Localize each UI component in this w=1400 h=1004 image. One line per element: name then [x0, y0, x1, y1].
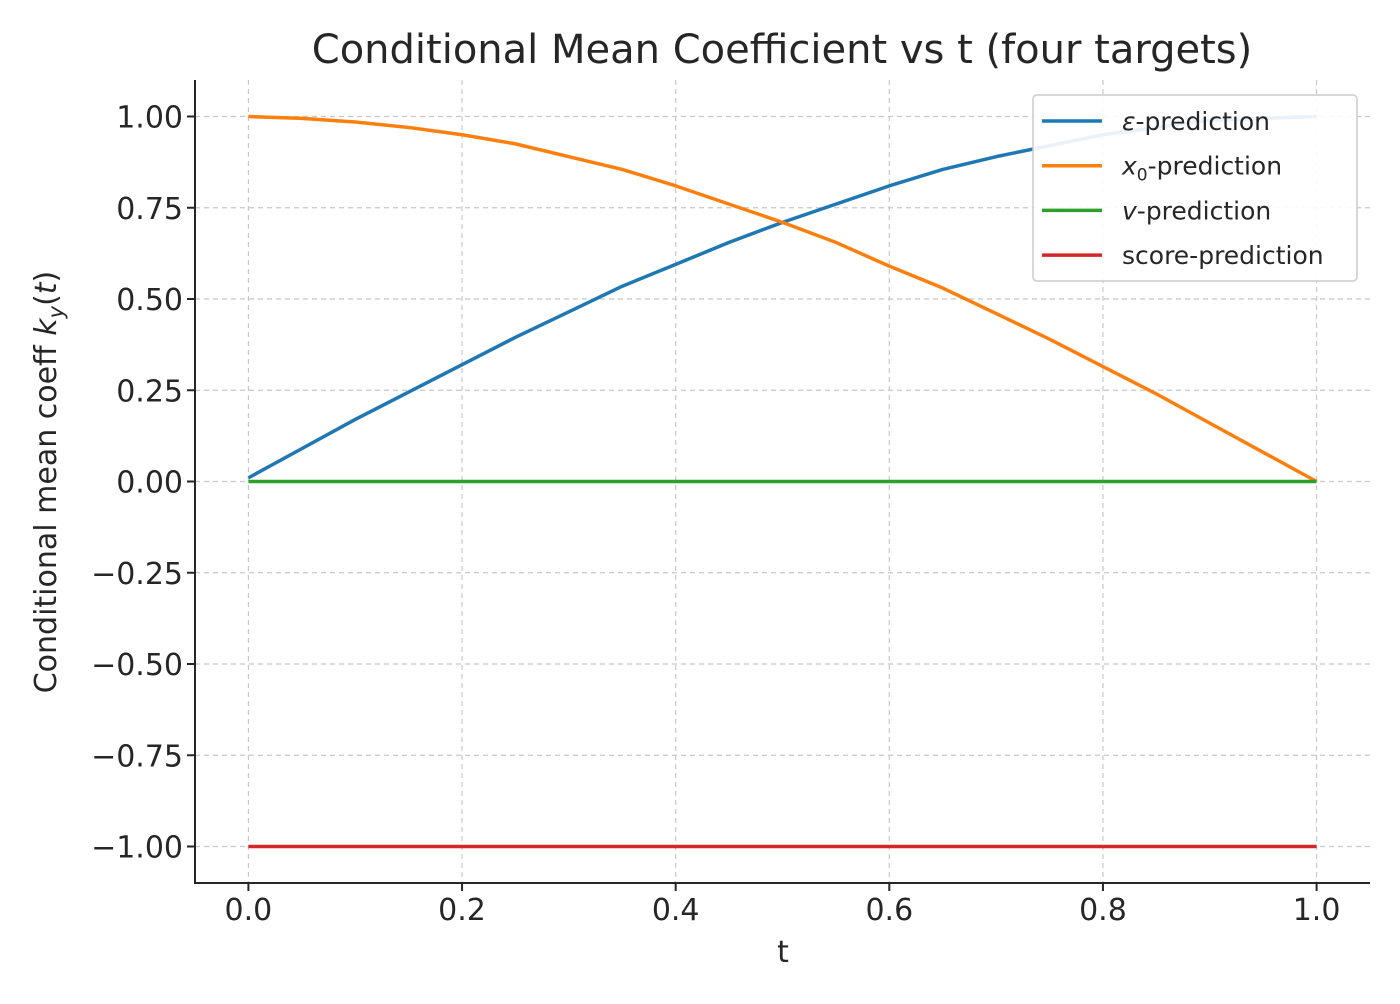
series-line-1: [248, 114, 1318, 484]
y-tick-label: 1.00: [116, 101, 183, 136]
legend-label-3: score-prediction: [1122, 241, 1324, 270]
y-tick-label: 0.75: [116, 192, 183, 227]
y-tick-label: −1.00: [91, 831, 183, 866]
y-axis-label-math-t: t: [29, 281, 64, 294]
legend: ε-prediction x0-prediction v-prediction sco…: [1032, 94, 1358, 282]
y-tick-label: −0.75: [91, 739, 183, 774]
legend-label-0: ε-prediction: [1122, 107, 1270, 136]
legend-label-1: x0-prediction: [1121, 152, 1282, 186]
legend-label-2: v-prediction: [1122, 196, 1271, 225]
y-axis-ticks: 1.00 0.75 0.50 0.25 0.00 −0.25 −0.50 −0.75 −1.00: [91, 101, 195, 866]
x-tick-label: 0.8: [1079, 893, 1127, 928]
y-axis-label-main: Conditional mean coeff: [29, 336, 64, 694]
y-axis-label-paren-open: (: [29, 294, 64, 306]
x-axis-label: t: [777, 935, 789, 970]
y-axis-label-math-sub: y: [44, 305, 68, 319]
x-tick-label: 0.6: [865, 893, 913, 928]
y-tick-label: 0.00: [116, 466, 183, 501]
y-axis-label-math-k: k: [29, 317, 64, 336]
y-tick-label: 0.50: [116, 283, 183, 318]
x-tick-label: 1.0: [1293, 893, 1341, 928]
chart-title: Conditional Mean Coefficient vs t (four …: [312, 27, 1252, 73]
x-axis-ticks: 0.0 0.2 0.4 0.6 0.8 1.0: [225, 883, 1341, 928]
y-tick-label: −0.50: [91, 648, 183, 683]
legend-frame: [1032, 94, 1358, 282]
y-tick-label: 0.25: [116, 374, 183, 409]
y-axis-label: Conditional mean coeff ky(t): [29, 271, 68, 694]
x-tick-label: 0.4: [652, 893, 700, 928]
x-tick-label: 0.0: [225, 893, 273, 928]
x-tick-label: 0.2: [438, 893, 486, 928]
y-axis-label-paren-close: ): [29, 271, 64, 283]
y-tick-label: −0.25: [91, 557, 183, 592]
